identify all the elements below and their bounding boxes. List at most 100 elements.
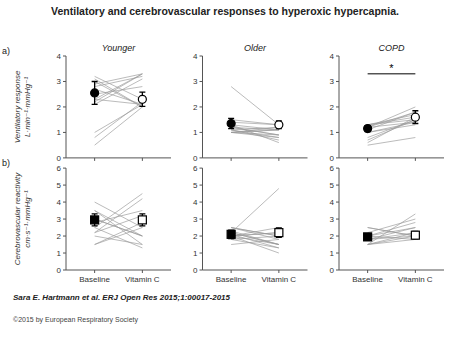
mean-marker	[227, 230, 235, 238]
x-tick-label: Baseline	[79, 275, 110, 284]
subject-line	[95, 74, 143, 84]
plot-area	[364, 214, 420, 245]
error-bar	[276, 121, 282, 129]
panel-title: COPD	[378, 43, 405, 53]
x-axis	[66, 270, 171, 271]
y-tick	[200, 253, 203, 254]
y-tick-label: 3	[57, 77, 62, 86]
y-tick	[336, 270, 339, 271]
y-tick	[336, 106, 339, 107]
mean-marker	[275, 121, 283, 129]
y-tick-label: 5	[193, 181, 198, 190]
y-tick-label: 5	[57, 181, 62, 190]
x-axis	[203, 157, 308, 158]
subject-line	[231, 233, 279, 245]
subject-line	[231, 127, 279, 135]
x-axis	[203, 270, 308, 271]
subject-line	[368, 233, 416, 245]
y-axis-label-line: cm·s⁻¹·mmHg⁻¹	[23, 190, 32, 248]
subject-line	[231, 188, 279, 232]
x-tick	[94, 270, 95, 273]
plot-area	[227, 188, 283, 253]
subject-line	[231, 122, 279, 125]
y-tick-label: 1	[193, 249, 198, 258]
y-tick	[336, 202, 339, 203]
mean-marker	[138, 95, 146, 103]
y-tick-label: 4	[330, 198, 335, 207]
y-tick	[200, 56, 203, 57]
y-tick	[336, 185, 339, 186]
y-tick-label: 3	[193, 215, 198, 224]
y-tick	[63, 81, 66, 82]
y-tick-label: 0	[193, 154, 198, 163]
y-tick	[200, 185, 203, 186]
significance-label: *	[389, 62, 394, 74]
x-axis	[66, 157, 171, 158]
y-tick	[200, 219, 203, 220]
y-tick	[63, 106, 66, 107]
mean-marker	[275, 229, 283, 237]
mean-marker	[138, 216, 146, 224]
panel: 0123456BaselineVitamin C	[330, 164, 444, 284]
y-tick	[63, 202, 66, 203]
y-tick	[336, 81, 339, 82]
panel: 0123456BaselineVitamin C	[193, 164, 307, 284]
y-tick-label: 5	[330, 181, 335, 190]
plot-area	[91, 74, 147, 145]
plot-area	[364, 74, 420, 145]
y-tick	[336, 157, 339, 158]
x-axis	[339, 157, 444, 158]
y-tick-label: 6	[330, 164, 335, 173]
subject-line	[95, 74, 143, 102]
subject-line	[95, 89, 143, 104]
y-tick	[200, 202, 203, 203]
x-tick	[415, 158, 416, 161]
y-tick-label: 2	[193, 232, 198, 241]
plot-area	[91, 194, 147, 248]
y-tick	[63, 253, 66, 254]
subject-line	[95, 81, 143, 106]
subject-line	[95, 211, 143, 223]
subject-line	[231, 234, 279, 248]
y-tick	[200, 157, 203, 158]
x-tick-label: Vitamin C	[125, 275, 160, 284]
title: Ventilatory and cerebrovascular response…	[51, 5, 399, 17]
subject-line	[231, 228, 279, 240]
y-tick-label: 6	[57, 164, 62, 173]
y-tick	[63, 56, 66, 57]
y-tick-label: 3	[330, 215, 335, 224]
subject-line	[231, 239, 279, 244]
subject-line	[95, 194, 143, 228]
y-tick	[336, 132, 339, 133]
y-tick-label: 2	[330, 103, 335, 112]
y-tick	[336, 219, 339, 220]
subject-line	[231, 125, 279, 143]
y-tick-label: 2	[57, 232, 62, 241]
y-tick-label: 3	[330, 77, 335, 86]
error-bar	[228, 230, 234, 238]
y-tick	[200, 132, 203, 133]
y-tick-label: 4	[330, 52, 335, 61]
x-tick	[231, 270, 232, 273]
y-tick-label: 1	[57, 249, 62, 258]
subject-line	[231, 127, 279, 135]
y-tick-label: 1	[330, 128, 335, 137]
y-tick-label: 0	[57, 266, 62, 275]
subject-line	[368, 228, 416, 240]
x-tick	[94, 158, 95, 161]
y-tick-label: 0	[193, 266, 198, 275]
y-tick	[63, 185, 66, 186]
y-tick	[336, 236, 339, 237]
error-bar	[412, 231, 418, 238]
subject-line	[368, 236, 416, 239]
chart: Ventilatory and cerebrovascular response…	[0, 0, 450, 338]
subject-line	[368, 107, 416, 127]
x-tick	[142, 270, 143, 273]
subject-line	[95, 107, 143, 145]
subject-line	[95, 216, 143, 233]
panel-label: b)	[2, 158, 10, 168]
mean-marker	[364, 125, 372, 133]
error-bar	[365, 126, 371, 132]
subject-line	[231, 87, 279, 125]
subtitle: Sara E. Hartmann et al. ERJ Open Res 201…	[13, 293, 231, 302]
